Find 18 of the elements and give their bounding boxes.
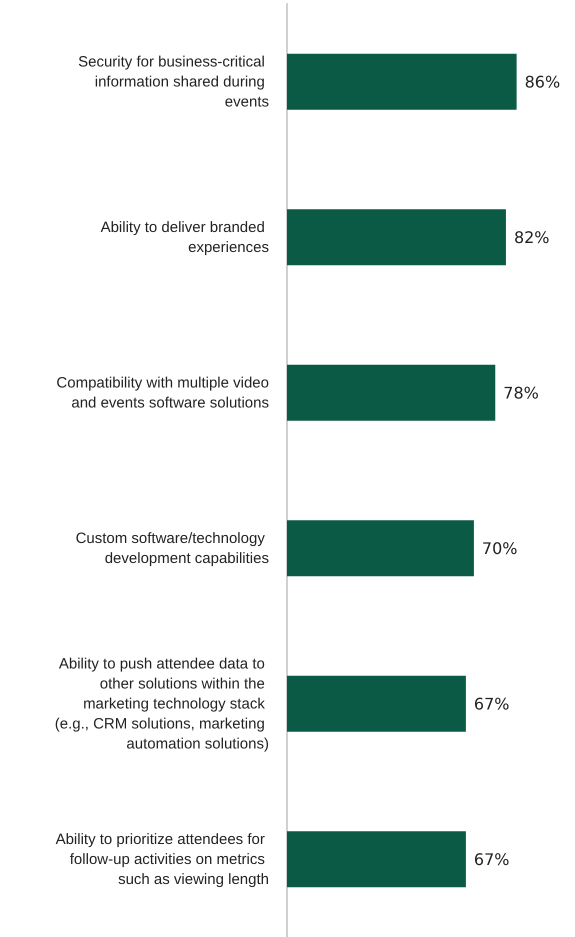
data-label: 82% [514,228,550,247]
bar [287,676,466,732]
data-label: 70% [482,538,518,558]
y-tick-label: Custom software/technology development capabilities [76,530,269,567]
bar [287,520,474,576]
y-tick-label: Security for business-critical information shared during events [78,53,269,110]
y-tick-label: Ability to deliver branded experiences [100,218,269,256]
bar [287,209,506,266]
data-label: 86% [524,72,560,92]
y-tick-label: Compatibility with multiple video and events software solutions [56,374,269,412]
bar [287,364,496,421]
data-label: 67% [474,850,510,869]
data-label: 67% [474,694,510,714]
y-tick-label: Ability to prioritize attendees for follow-up activities on metrics such as viewing length [56,830,269,888]
bar [287,54,517,110]
bar [287,831,466,888]
data-label: 78% [503,383,539,402]
y-tick-label: Ability to push attendee data to other solutions within the marketing technology stack (e.g., CRM solutions, marketing automation solutions) [54,655,269,752]
